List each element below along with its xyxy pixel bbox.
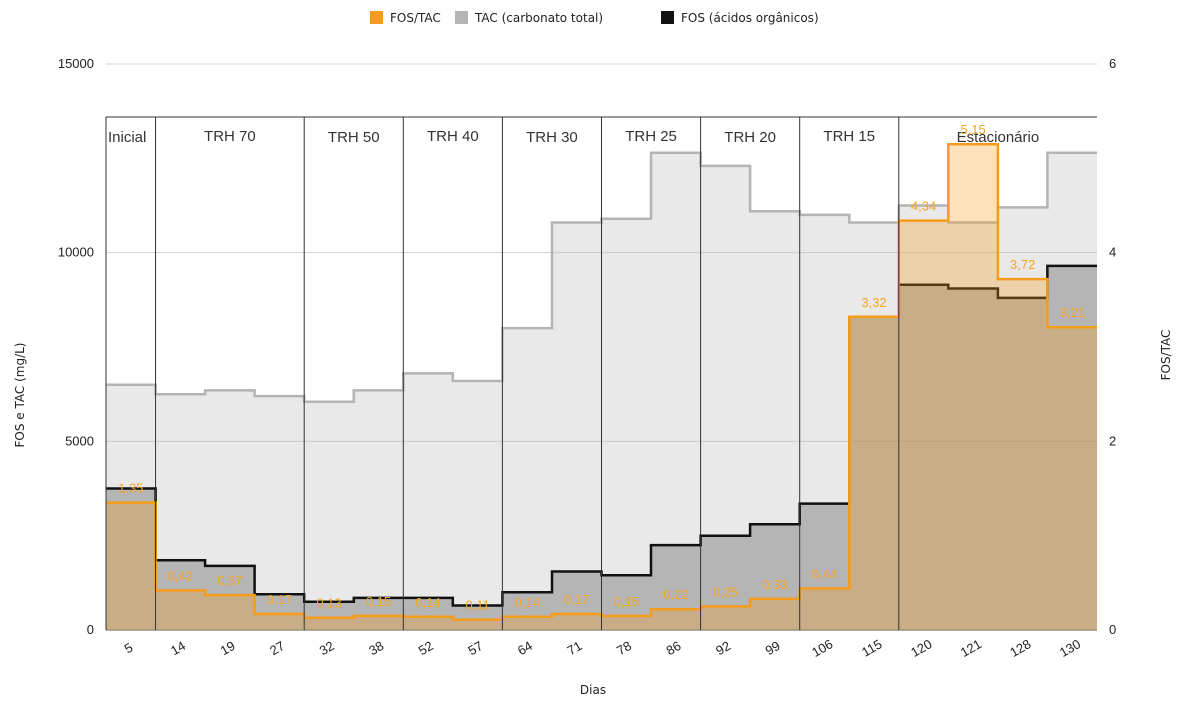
- legend-label: FOS (ácidos orgânicos): [681, 11, 819, 25]
- legend-item: TAC (carbonato total): [455, 11, 603, 25]
- data-label: 0,15: [366, 594, 391, 609]
- data-label: 0,11: [465, 598, 489, 613]
- phase-label: TRH 25: [625, 128, 677, 145]
- y-axis-left-title: FOS e TAC (mg/L): [13, 343, 27, 448]
- y-right-tick-label: 4: [1109, 245, 1116, 260]
- phase-label: TRH 50: [328, 129, 380, 146]
- x-tick-label: 128: [1007, 636, 1033, 660]
- y-axis-right-title: FOS/TAC: [1159, 330, 1173, 381]
- x-tick-label: 99: [763, 638, 783, 658]
- phase-label: TRH 40: [427, 128, 479, 145]
- legend-label: TAC (carbonato total): [474, 11, 603, 25]
- legend: FOS/TAC TAC (carbonato total) FOS (ácidos …: [370, 11, 819, 25]
- ratio-data-labels: 1,35 0,42 0,37 0,17 0,13 0,15 0,14 0,11 0,14 0,17…: [118, 122, 1085, 612]
- x-tick-label: 71: [564, 638, 584, 658]
- x-tick-label: 86: [664, 638, 684, 658]
- data-label: 0,17: [267, 592, 292, 607]
- y-left-tick-label: 15000: [58, 56, 94, 71]
- x-tick-label: 92: [713, 638, 733, 658]
- legend-item: FOS/TAC: [370, 11, 441, 25]
- phase-dividers: Inicial TRH 70 TRH 50 TRH 40 TRH 30 TRH 25 TRH…: [105, 116, 1097, 630]
- x-tick-label: 19: [218, 638, 238, 658]
- x-tick-label: 52: [416, 638, 436, 658]
- x-axis-title: Dias: [580, 683, 606, 697]
- legend-swatch: [455, 11, 468, 24]
- legend-swatch: [370, 11, 383, 24]
- data-label: 5,15: [960, 122, 985, 137]
- x-tick-label: 57: [465, 638, 485, 658]
- y-right-tick-label: 6: [1109, 56, 1116, 71]
- data-label: 1,35: [118, 481, 143, 496]
- y-right-tick-label: 0: [1109, 622, 1116, 637]
- data-label: 4,34: [911, 199, 936, 214]
- data-label: 0,33: [762, 577, 787, 592]
- data-label: 0,44: [812, 566, 837, 581]
- data-label: 0,13: [316, 596, 341, 611]
- data-label: 0,42: [168, 568, 193, 583]
- data-label: 0,14: [515, 595, 540, 610]
- x-tick-label: 121: [958, 636, 984, 660]
- data-label: 3,32: [861, 295, 886, 310]
- data-label: 0,37: [217, 573, 242, 588]
- x-tick-label: 78: [614, 638, 634, 658]
- data-label: 0,14: [415, 595, 440, 610]
- data-label: 0,22: [663, 587, 688, 602]
- x-tick-label: 14: [168, 638, 188, 658]
- x-tick-label: 5: [122, 640, 136, 657]
- x-tick-label: 38: [366, 638, 386, 658]
- phase-label: TRH 70: [204, 128, 256, 145]
- data-label: 0,17: [564, 592, 589, 607]
- data-label: 3,72: [1010, 257, 1035, 272]
- x-tick-label: 106: [809, 636, 835, 660]
- data-label: 0,15: [614, 594, 639, 609]
- phase-label: Estacionário: [957, 129, 1040, 146]
- legend-swatch: [661, 11, 674, 24]
- y-right-tick-label: 2: [1109, 433, 1116, 448]
- y-left-tick-label: 10000: [58, 245, 94, 260]
- x-tick-label: 115: [859, 636, 884, 659]
- x-tick-label: 27: [267, 638, 287, 658]
- y-left-tick-label: 5000: [65, 433, 94, 448]
- y-left-tick-label: 0: [87, 622, 94, 637]
- data-label: 3,21: [1060, 305, 1085, 320]
- x-tick-label: 130: [1057, 636, 1083, 660]
- phase-label: TRH 30: [526, 129, 578, 146]
- x-tick-label: 120: [908, 636, 934, 660]
- legend-item: FOS (ácidos orgânicos): [661, 11, 819, 25]
- phase-label: TRH 15: [823, 128, 875, 145]
- phase-label: TRH 20: [724, 129, 776, 146]
- x-tick-label: 64: [515, 638, 535, 658]
- phase-label: Inicial: [108, 129, 146, 146]
- data-label: 0,25: [713, 584, 738, 599]
- x-tick-label: 32: [317, 638, 337, 658]
- legend-label: FOS/TAC: [390, 11, 441, 25]
